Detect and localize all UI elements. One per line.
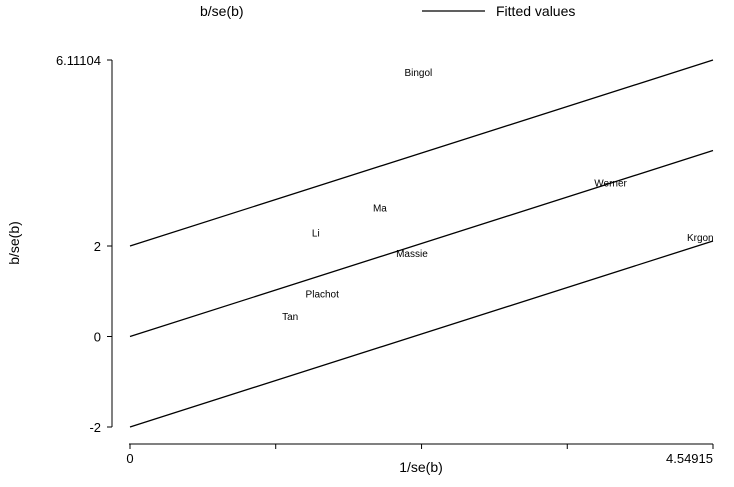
- fit-line-fitted: [129, 149, 714, 338]
- study-label-krgon: Krgon: [687, 233, 714, 244]
- x-axis-title: 1/se(b): [399, 459, 443, 475]
- study-labels: Bingol Werner Ma Li Massie Krgon Plachot Tan: [282, 68, 714, 323]
- study-label-plachot: Plachot: [306, 290, 340, 301]
- study-label-ma: Ma: [373, 204, 387, 215]
- study-label-massie: Massie: [396, 249, 428, 260]
- fitted-lines: [129, 59, 714, 428]
- axes: 0 4.54915 -2 0 2 6.11104 1/se(b) b/se(b): [6, 53, 714, 475]
- study-label-werner: Werner: [594, 179, 627, 190]
- x-ticks: 0 4.54915: [126, 444, 714, 466]
- study-label-li: Li: [312, 228, 320, 239]
- y-axis-title: b/se(b): [6, 221, 22, 265]
- study-label-tan: Tan: [282, 312, 298, 323]
- x-tick-label: 0: [126, 451, 133, 466]
- legend-label-fitted-values: Fitted values: [496, 3, 575, 19]
- y-tick-label: 2: [94, 239, 101, 254]
- study-label-bingol: Bingol: [404, 68, 432, 79]
- legend-label-b-se-b: b/se(b): [200, 3, 244, 19]
- fit-line-lower: [129, 240, 714, 428]
- y-ticks: -2 0 2 6.11104: [56, 53, 112, 435]
- y-tick-label: 0: [94, 330, 101, 345]
- y-tick-label: -2: [89, 420, 101, 435]
- fit-line-upper: [129, 59, 714, 247]
- legend: b/se(b) Fitted values: [200, 3, 575, 19]
- x-tick-label: 4.54915: [666, 451, 713, 466]
- y-tick-label: 6.11104: [56, 53, 101, 68]
